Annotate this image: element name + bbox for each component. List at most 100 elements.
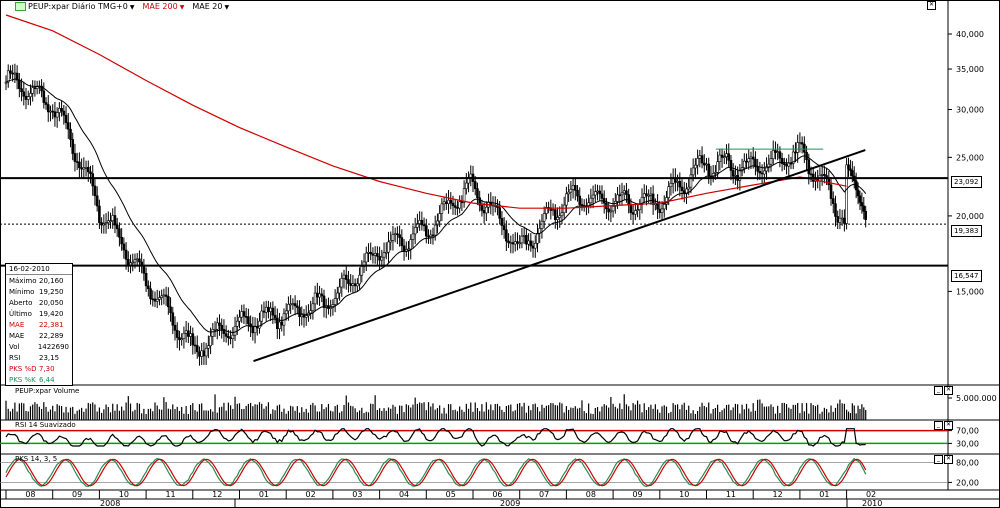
candle-body xyxy=(40,85,43,92)
candle-body xyxy=(175,330,179,338)
chevron-down-icon[interactable]: ▼ xyxy=(129,4,135,11)
candle-body xyxy=(440,203,444,214)
data-window-value: 19,420 xyxy=(39,309,64,318)
candle-body xyxy=(75,161,79,163)
month-label: 06 xyxy=(492,490,502,499)
data-window-value: 20,050 xyxy=(39,298,64,307)
candle-body xyxy=(840,217,844,220)
mae200-line xyxy=(5,14,847,209)
rsi-panel-controls: _ ✕ xyxy=(934,421,953,430)
minimize-icon[interactable]: _ xyxy=(934,386,943,395)
candle-body xyxy=(409,239,413,250)
candle-body xyxy=(178,337,181,341)
candle-body xyxy=(749,156,753,159)
candle-body xyxy=(135,258,139,261)
candle-body xyxy=(211,329,215,337)
candle-body xyxy=(847,164,850,170)
candle-body xyxy=(171,312,175,326)
candle-body xyxy=(224,333,228,337)
candle-body xyxy=(155,299,159,302)
candle-body xyxy=(169,306,172,314)
minimize-icon[interactable]: _ xyxy=(934,421,943,430)
candle-body xyxy=(691,167,695,176)
candle-body xyxy=(364,252,368,263)
candle-body xyxy=(689,174,693,188)
candle-body xyxy=(220,325,224,330)
candle-body xyxy=(227,336,230,339)
candle-body xyxy=(747,158,751,163)
price-tick-label: 40,000 xyxy=(956,30,984,39)
volume-tick-label: 5.000.000 xyxy=(956,394,997,403)
candle-body xyxy=(20,88,23,93)
candle-body xyxy=(518,242,522,245)
candle-body xyxy=(351,283,355,286)
candle-body xyxy=(631,212,635,215)
candle-body xyxy=(763,170,766,175)
candle-body xyxy=(716,161,719,173)
candle-body xyxy=(251,326,255,334)
close-icon[interactable]: ✕ xyxy=(944,386,953,395)
close-icon[interactable]: ✕ xyxy=(944,455,953,464)
candle-body xyxy=(727,153,731,161)
candle-body xyxy=(442,201,446,205)
candle-body xyxy=(823,174,826,176)
candle-body xyxy=(800,142,804,145)
pks-tick-label: 80,00 xyxy=(956,459,979,468)
candle-body xyxy=(776,151,779,153)
candle-body xyxy=(758,171,762,174)
candle-body xyxy=(380,256,384,261)
candle-body xyxy=(427,235,430,238)
data-window-value: 7,30 xyxy=(39,364,55,373)
candle-body xyxy=(66,122,70,130)
candle-body xyxy=(53,111,57,118)
minimize-icon[interactable]: _ xyxy=(934,455,943,464)
month-label: 12 xyxy=(212,490,222,499)
candle-body xyxy=(51,110,55,113)
data-window-key: RSI xyxy=(9,353,21,362)
candle-body xyxy=(104,222,108,224)
chevron-down-icon[interactable]: ▼ xyxy=(179,4,185,11)
candle-body xyxy=(242,311,246,317)
candle-body xyxy=(856,189,860,197)
candle-body xyxy=(233,326,237,336)
data-window-value: 19,250 xyxy=(39,287,64,296)
candle-body xyxy=(293,303,297,307)
candle-body xyxy=(109,220,112,222)
candle-body xyxy=(849,168,852,171)
year-label: 2010 xyxy=(862,499,882,508)
candle-body xyxy=(111,215,115,221)
candle-body xyxy=(620,192,624,196)
candle-body xyxy=(416,223,419,228)
close-icon[interactable]: ✕ xyxy=(944,421,953,430)
symbol-legend[interactable]: PEUP:xpar Diário TMG+0 ▼ xyxy=(15,2,134,11)
candle-body xyxy=(725,153,728,158)
candle-body xyxy=(498,207,501,219)
candle-body xyxy=(600,193,604,199)
candle-body xyxy=(162,294,166,297)
chevron-down-icon[interactable]: ▼ xyxy=(224,4,230,11)
candle-body xyxy=(258,320,261,329)
candle-body xyxy=(576,190,579,197)
data-window-row: MAE 22,289 xyxy=(6,330,72,341)
candle-body xyxy=(124,249,128,260)
candle-body xyxy=(567,191,570,195)
candle-body xyxy=(616,194,619,202)
data-window-row: Máximo 20,160 xyxy=(6,275,72,286)
candle-body xyxy=(743,160,746,169)
mae200-legend[interactable]: MAE 200 ▼ xyxy=(142,2,185,11)
volume-panel-controls: _ ✕ xyxy=(934,386,953,395)
close-icon[interactable]: ✕ xyxy=(927,1,936,10)
rsi-line xyxy=(5,428,866,447)
year-label: 2008 xyxy=(100,499,120,508)
candle-body xyxy=(433,224,437,236)
candle-body xyxy=(240,311,244,318)
mae20-legend[interactable]: MAE 20 ▼ xyxy=(192,2,230,11)
candle-body xyxy=(42,90,46,103)
candle-body xyxy=(424,225,428,237)
candle-body xyxy=(596,190,599,193)
candle-body xyxy=(73,153,77,162)
month-label: 09 xyxy=(632,490,642,499)
candle-body xyxy=(22,91,26,97)
candle-body xyxy=(11,72,14,75)
